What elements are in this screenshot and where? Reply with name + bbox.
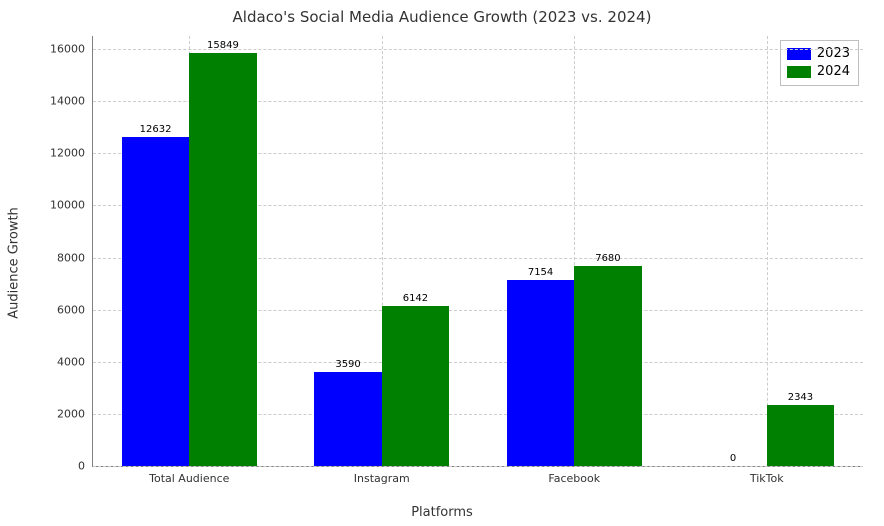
x-axis-label: Platforms: [0, 505, 884, 520]
legend-swatch: [787, 66, 811, 78]
legend-item: 2024: [787, 63, 850, 81]
y-tick-label: 4000: [57, 355, 93, 368]
y-tick-label: 0: [78, 460, 93, 473]
y-tick-label: 14000: [50, 95, 93, 108]
x-tick-label: Total Audience: [149, 466, 229, 485]
y-tick-label: 2000: [57, 407, 93, 420]
bar: [122, 137, 189, 466]
y-tick-label: 12000: [50, 147, 93, 160]
gridline-vertical: [767, 36, 768, 466]
bar: [574, 266, 641, 466]
bar-value-label: 7154: [528, 267, 553, 278]
bar-value-label: 12632: [140, 124, 172, 135]
y-axis-label: Audience Growth: [7, 207, 22, 319]
y-tick-label: 16000: [50, 43, 93, 56]
bar: [507, 280, 574, 466]
y-tick-label: 6000: [57, 303, 93, 316]
legend-item: 2023: [787, 45, 850, 63]
chart-title: Aldaco's Social Media Audience Growth (2…: [0, 8, 884, 26]
bar: [382, 306, 449, 466]
y-tick-label: 8000: [57, 251, 93, 264]
bar-value-label: 0: [730, 453, 736, 464]
bar: [189, 53, 256, 466]
chart-container: Aldaco's Social Media Audience Growth (2…: [0, 0, 884, 526]
bar-value-label: 6142: [403, 293, 428, 304]
bar-value-label: 15849: [207, 40, 239, 51]
legend-label: 2023: [817, 45, 850, 63]
legend: 20232024: [780, 40, 859, 86]
bar: [767, 405, 834, 466]
bar: [314, 372, 381, 466]
legend-label: 2024: [817, 63, 850, 81]
x-tick-label: TikTok: [750, 466, 784, 485]
x-tick-label: Instagram: [354, 466, 410, 485]
bar-value-label: 2343: [788, 392, 813, 403]
plot-area: 20232024 0200040006000800010000120001400…: [92, 36, 863, 467]
bar-value-label: 3590: [335, 359, 360, 370]
bar-value-label: 7680: [595, 253, 620, 264]
x-tick-label: Facebook: [548, 466, 600, 485]
y-tick-label: 10000: [50, 199, 93, 212]
